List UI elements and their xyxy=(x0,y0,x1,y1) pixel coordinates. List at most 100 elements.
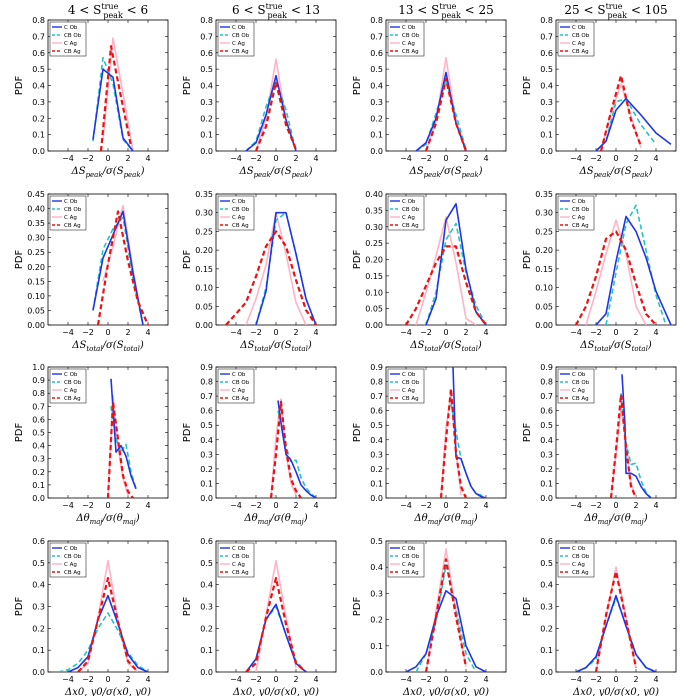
x-axis-label: ΔSpeak/σ(Speak) xyxy=(578,166,652,179)
legend-label: CB Ag xyxy=(572,570,589,576)
legend-label: C Ob xyxy=(572,25,586,31)
y-tick-label: 0.20 xyxy=(195,246,213,255)
y-tick-label: 0.2 xyxy=(540,624,553,633)
x-tick-label: −4 xyxy=(570,154,582,163)
y-tick-label: 0.3 xyxy=(370,98,383,107)
legend-label: C Ob xyxy=(64,546,78,552)
legend-label: CB Ob xyxy=(64,554,82,560)
legend-label: C Ob xyxy=(402,372,416,378)
series-c-ag xyxy=(600,83,642,151)
y-tick-label: 0.4 xyxy=(540,436,553,445)
x-tick-label: 2 xyxy=(293,501,298,510)
x-tick-label: 4 xyxy=(483,328,488,337)
y-tick-label: 0.20 xyxy=(27,263,45,272)
x-tick-label: 4 xyxy=(145,501,150,510)
y-tick-label: 0.8 xyxy=(540,378,553,387)
series-cb-ag xyxy=(245,576,307,672)
series-cb-ag xyxy=(575,230,657,325)
legend: C Ob CB Ob C Ag CB Ag xyxy=(217,21,255,57)
series-cb-ob xyxy=(575,596,657,672)
legend-label: CB Ag xyxy=(402,223,419,229)
series-cb-ag xyxy=(439,387,468,498)
series-c-ob xyxy=(575,594,657,672)
y-tick-label: 0.30 xyxy=(365,223,383,232)
y-tick-label: 1.0 xyxy=(32,363,45,372)
y-tick-label: 0.8 xyxy=(32,16,45,25)
y-tick-label: 0.1 xyxy=(32,646,45,655)
legend-label: C Ag xyxy=(572,388,585,394)
series-c-ag xyxy=(245,211,307,325)
series-c-ag xyxy=(77,559,139,672)
x-tick-label: −4 xyxy=(400,328,412,337)
legend: C Ob CB Ob C Ag CB Ag xyxy=(49,21,87,57)
series-c-ob xyxy=(415,71,467,151)
series-cb-ag xyxy=(254,81,298,151)
y-tick-label: 0.35 xyxy=(195,190,213,199)
panel-r2-c4: 0.00 0.05 0.10 0.15 0.20 0.25 0.30 0.35 −4 −2 0 2 4 P… xyxy=(522,190,677,353)
x-axis-label: Δθmaj/σ(θmaj) xyxy=(75,513,139,526)
y-tick-label: 0.4 xyxy=(32,442,45,451)
y-axis-label: PDF xyxy=(522,597,533,617)
legend-label: C Ob xyxy=(572,372,586,378)
y-tick-label: 0.5 xyxy=(370,537,383,546)
x-axis-label: Δθmaj/σ(θmaj) xyxy=(243,513,307,526)
x-tick-label: 4 xyxy=(313,154,318,163)
x-axis-label: Δx0, y0/σ(x0, y0) xyxy=(572,687,659,696)
panel-r4-c4: 0.0 0.1 0.2 0.3 0.4 0.5 0.6 −4 −2 0 2 4 PDF Δx0, y0/σ… xyxy=(522,537,677,696)
x-tick-label: −4 xyxy=(230,154,242,163)
x-tick-label: −2 xyxy=(250,675,262,684)
y-axis-label: PDF xyxy=(14,76,25,96)
x-tick-label: 4 xyxy=(483,501,488,510)
y-tick-label: 0.35 xyxy=(535,190,553,199)
y-tick-label: 0.10 xyxy=(365,288,383,297)
y-axis-label: PDF xyxy=(522,423,533,443)
x-tick-label: 2 xyxy=(633,154,638,163)
y-tick-label: 0.6 xyxy=(200,537,213,546)
legend-label: CB Ob xyxy=(64,33,82,39)
series-cb-ob xyxy=(450,403,487,498)
y-tick-label: 0.2 xyxy=(32,468,45,477)
y-tick-label: 0.5 xyxy=(32,559,45,568)
x-tick-label: 0 xyxy=(105,501,110,510)
y-tick-label: 0.1 xyxy=(540,479,553,488)
y-tick-label: 0.5 xyxy=(370,65,383,74)
x-tick-label: −2 xyxy=(250,328,262,337)
y-tick-label: 0.7 xyxy=(540,32,553,41)
y-tick-label: 0.25 xyxy=(365,239,383,248)
legend-label: C Ob xyxy=(232,25,246,31)
series-cb-ag xyxy=(424,77,468,151)
y-tick-label: 0.4 xyxy=(370,82,383,91)
legend-label: C Ag xyxy=(232,215,245,221)
y-axis-label: PDF xyxy=(14,423,25,443)
y-tick-label: 0.25 xyxy=(27,248,45,257)
series-cb-ag xyxy=(99,45,133,151)
series-cb-ag xyxy=(405,245,487,325)
y-tick-label: 0.5 xyxy=(32,65,45,74)
y-tick-label: 0.10 xyxy=(195,284,213,293)
x-tick-label: −4 xyxy=(230,675,242,684)
x-axis-label: ΔSpeak/σ(Speak) xyxy=(408,166,482,179)
y-tick-label: 0.9 xyxy=(32,376,45,385)
legend-label: CB Ob xyxy=(64,207,82,213)
legend-label: CB Ag xyxy=(402,396,419,402)
y-tick-label: 0.8 xyxy=(540,16,553,25)
y-tick-label: 0.9 xyxy=(540,363,553,372)
column-title-1: 4 < Strue peak < 6 xyxy=(68,2,148,20)
panel-r3-c3: 0.0 0.1 0.2 0.3 0.4 0.5 0.6 0.7 0.8 0.9 −4 −2 0 2 4 PDF… xyxy=(352,363,507,526)
x-tick-label: 2 xyxy=(293,675,298,684)
x-tick-label: 4 xyxy=(483,154,488,163)
legend-label: CB Ob xyxy=(232,207,250,213)
y-tick-label: 0.6 xyxy=(540,407,553,416)
x-tick-label: 0 xyxy=(273,501,278,510)
x-tick-label: −4 xyxy=(62,154,74,163)
legend-label: CB Ag xyxy=(232,570,249,576)
panel-r2-c3: 0.00 0.05 0.10 0.15 0.20 0.25 0.30 0.35 0.40 −4 −2… xyxy=(352,190,507,353)
panel-r3-c4: 0.0 0.1 0.2 0.3 0.4 0.5 0.6 0.7 0.8 0.9 −4 −2 0 2 4 PDF… xyxy=(522,363,677,526)
y-tick-label: 0.0 xyxy=(200,668,213,677)
series-c-ob xyxy=(255,211,317,325)
x-tick-label: −4 xyxy=(62,328,74,337)
x-tick-label: 4 xyxy=(653,501,658,510)
y-tick-label: 0.15 xyxy=(27,277,45,286)
legend-label: C Ag xyxy=(572,41,585,47)
y-tick-label: 0.2 xyxy=(32,114,45,123)
